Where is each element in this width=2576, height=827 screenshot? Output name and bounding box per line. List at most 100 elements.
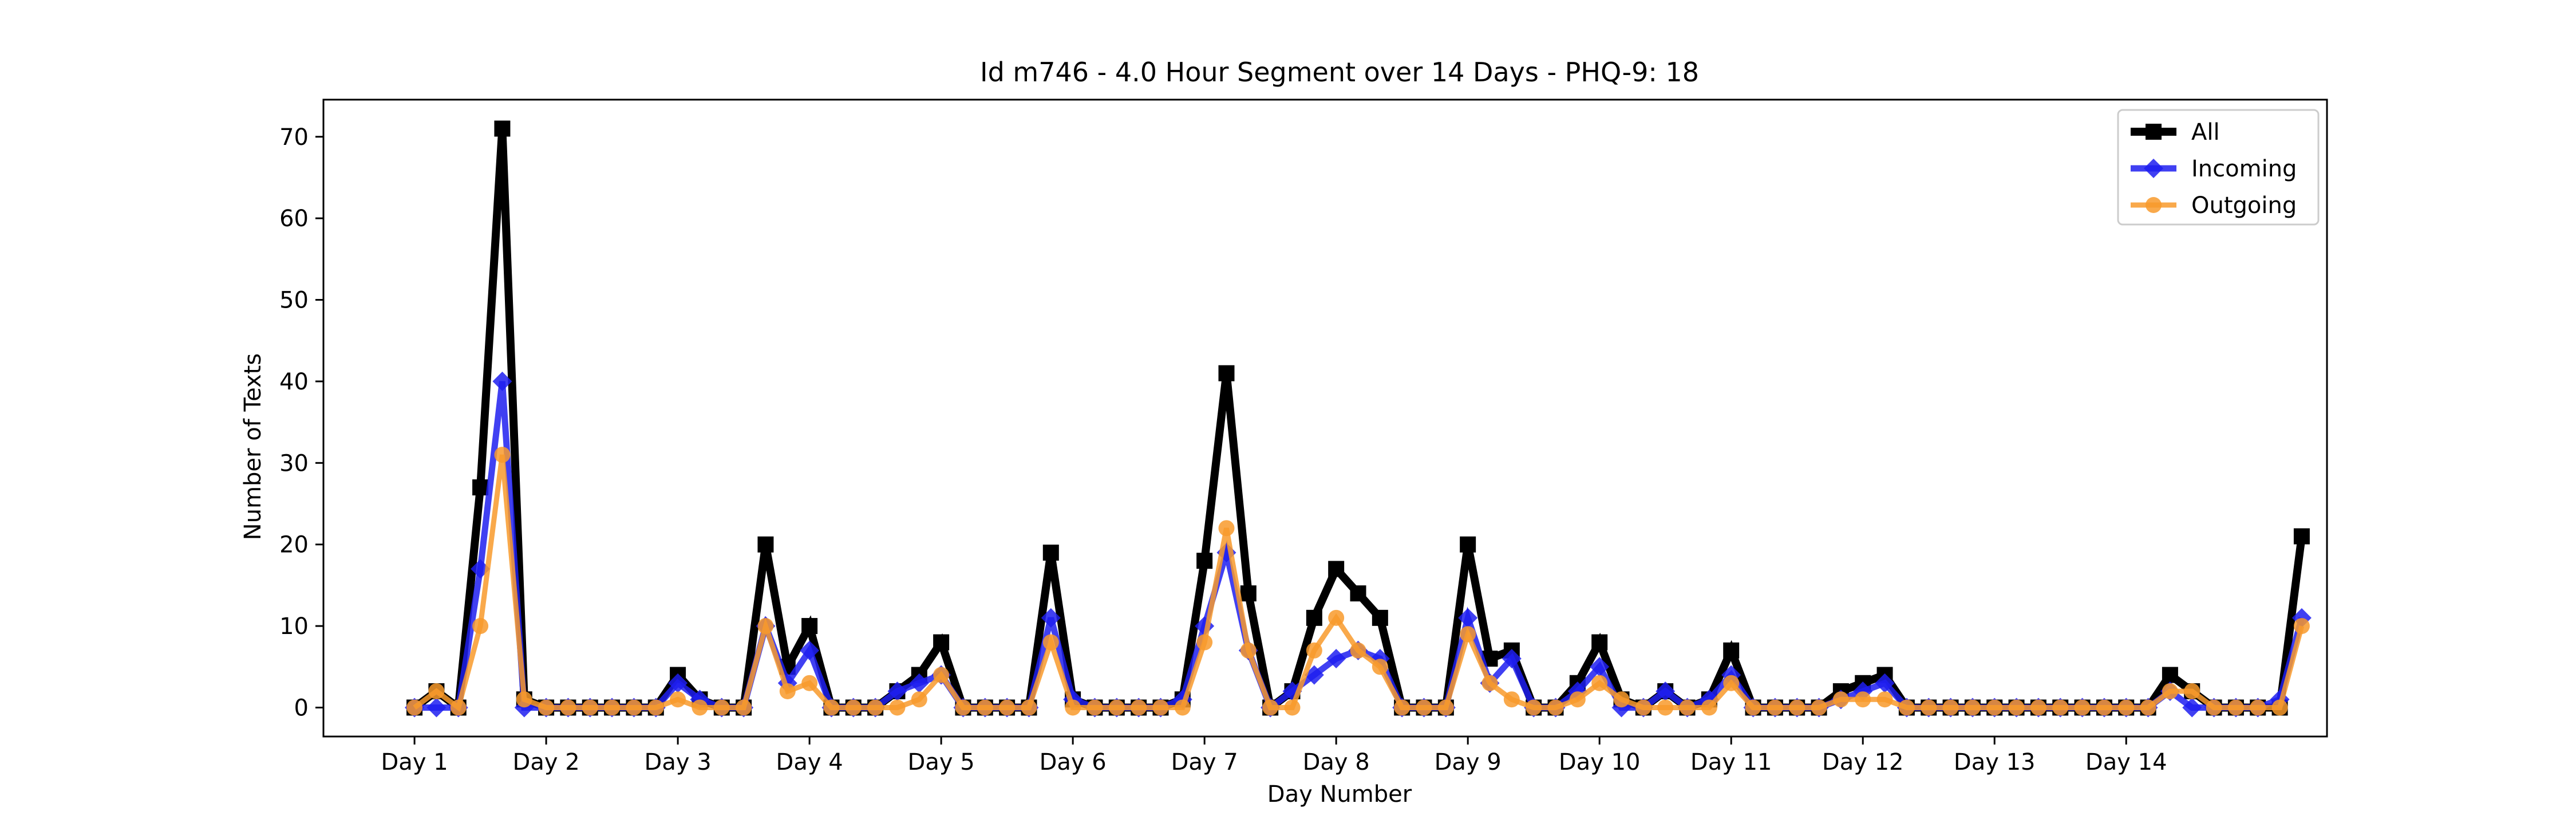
data-point-all — [933, 634, 950, 651]
data-point-outgoing — [1460, 626, 1476, 643]
data-point-outgoing — [1152, 699, 1169, 716]
data-point-incoming — [909, 673, 929, 693]
data-point-outgoing — [2118, 699, 2135, 716]
data-point-outgoing — [1723, 675, 1740, 691]
data-point-outgoing — [1832, 691, 1849, 708]
data-point-outgoing — [1284, 699, 1301, 716]
data-point-outgoing — [845, 699, 862, 716]
data-point-outgoing — [867, 699, 884, 716]
x-tick-label: Day 9 — [1435, 749, 1502, 775]
data-point-outgoing — [2140, 699, 2156, 716]
data-point-outgoing — [1657, 699, 1674, 716]
data-point-all — [801, 618, 818, 635]
legend-marker-outgoing — [2146, 197, 2162, 213]
x-tick-label: Day 3 — [645, 749, 712, 775]
data-point-all — [1350, 585, 1366, 602]
data-point-outgoing — [999, 699, 1016, 716]
data-point-outgoing — [2293, 618, 2310, 635]
data-point-all — [1306, 609, 1322, 626]
y-tick-label: 20 — [279, 532, 309, 558]
data-point-outgoing — [1021, 699, 1037, 716]
data-point-incoming — [1041, 608, 1061, 628]
x-axis-label: Day Number — [1267, 781, 1412, 808]
data-point-outgoing — [2271, 699, 2288, 716]
data-point-incoming — [1326, 649, 1346, 669]
data-point-outgoing — [955, 699, 971, 716]
legend: All Incoming Outgoing — [2117, 109, 2320, 226]
legend-label-incoming: Incoming — [2191, 156, 2297, 182]
data-point-incoming — [887, 681, 907, 701]
data-point-outgoing — [757, 618, 774, 635]
data-point-outgoing — [1876, 691, 1893, 708]
data-point-outgoing — [1131, 699, 1147, 716]
data-point-outgoing — [779, 683, 796, 699]
data-point-all — [757, 536, 774, 553]
y-axis-label: Number of Texts — [240, 353, 266, 540]
data-point-all — [2162, 667, 2178, 683]
plot-area: 0 10 20 30 40 50 60 70 Day 1 Day 2 Day 3 Day 4 Day 5… — [279, 99, 2328, 775]
data-point-incoming — [800, 640, 820, 660]
data-point-all — [1042, 544, 1059, 561]
y-tick-label: 10 — [279, 613, 309, 640]
x-tick-label: Day 6 — [1040, 749, 1107, 775]
data-point-incoming — [1458, 608, 1478, 628]
data-point-outgoing — [1613, 691, 1630, 708]
data-point-outgoing — [1986, 699, 2003, 716]
data-point-outgoing — [516, 691, 532, 708]
data-point-outgoing — [494, 447, 511, 463]
data-point-outgoing — [1591, 675, 1608, 691]
y-tick-label: 70 — [279, 124, 309, 151]
data-point-outgoing — [1437, 699, 1454, 716]
data-point-incoming — [1875, 673, 1895, 693]
legend-marker-incoming — [2144, 159, 2163, 178]
data-point-outgoing — [647, 699, 664, 716]
data-point-outgoing — [1811, 699, 1827, 716]
data-point-outgoing — [1174, 699, 1191, 716]
data-point-outgoing — [2030, 699, 2046, 716]
data-point-all — [1328, 561, 1345, 577]
data-point-outgoing — [1942, 699, 1959, 716]
data-point-outgoing — [1372, 659, 1388, 675]
data-point-outgoing — [472, 618, 489, 635]
data-point-outgoing — [428, 683, 445, 699]
data-point-outgoing — [2162, 683, 2178, 699]
data-point-outgoing — [670, 691, 686, 708]
data-point-all — [472, 479, 489, 496]
data-point-outgoing — [2096, 699, 2112, 716]
data-point-outgoing — [560, 699, 576, 716]
data-point-outgoing — [889, 699, 906, 716]
data-point-outgoing — [1855, 691, 1871, 708]
data-point-outgoing — [1526, 699, 1542, 716]
data-point-incoming — [2182, 698, 2202, 718]
data-point-all — [494, 120, 511, 137]
data-point-outgoing — [1789, 699, 1805, 716]
data-point-all — [1196, 553, 1213, 569]
x-tick-label: Day 8 — [1303, 749, 1370, 775]
x-tick-label: Day 12 — [1822, 749, 1904, 775]
data-point-incoming — [1502, 649, 1522, 669]
data-point-incoming — [1656, 681, 1676, 701]
data-point-outgoing — [1240, 642, 1257, 659]
data-point-outgoing — [582, 699, 598, 716]
data-point-incoming — [492, 371, 512, 391]
data-point-outgoing — [1569, 691, 1586, 708]
data-point-outgoing — [1481, 675, 1498, 691]
x-tick-label: Day 14 — [2085, 749, 2167, 775]
data-point-outgoing — [2184, 683, 2200, 699]
data-point-outgoing — [1503, 691, 1520, 708]
data-point-outgoing — [2206, 699, 2222, 716]
x-tick-label: Day 1 — [381, 749, 448, 775]
data-point-outgoing — [604, 699, 621, 716]
data-point-outgoing — [1921, 699, 1937, 716]
data-point-incoming — [668, 673, 688, 693]
data-point-outgoing — [2074, 699, 2091, 716]
data-point-outgoing — [1042, 634, 1059, 651]
data-point-outgoing — [1635, 699, 1652, 716]
data-point-outgoing — [1701, 699, 1717, 716]
y-tick-label: 40 — [279, 369, 309, 395]
data-point-outgoing — [801, 675, 818, 691]
data-point-outgoing — [1262, 699, 1279, 716]
data-point-outgoing — [538, 699, 555, 716]
